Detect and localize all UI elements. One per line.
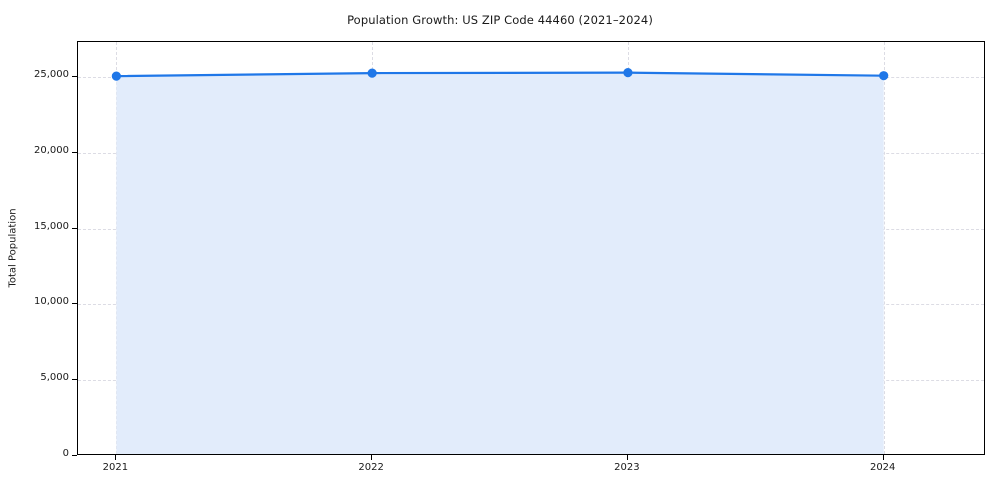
x-axis-tick-label: 2022 [358, 462, 384, 473]
data-point-marker [367, 68, 377, 78]
x-axis-tick-label: 2021 [102, 462, 129, 473]
gridline-vertical [883, 42, 885, 454]
x-axis-tick-mark [371, 455, 373, 460]
y-axis-tick-mark [72, 75, 77, 77]
y-axis-tick-mark [72, 227, 77, 229]
area-fill [116, 72, 884, 454]
y-axis-label: Total Population [7, 208, 19, 288]
data-point-marker [879, 71, 889, 81]
x-axis-tick-mark [882, 455, 884, 460]
data-point-markers [111, 68, 889, 81]
y-axis-tick-label: 20,000 [34, 144, 69, 156]
y-axis-tick-label: 10,000 [34, 296, 69, 308]
x-axis-tick-label: 2023 [614, 462, 640, 473]
y-axis-tick-label: 5,000 [40, 372, 69, 384]
chart-title: Population Growth: US ZIP Code 44460 (20… [347, 13, 653, 27]
y-axis-tick-label: 0 [62, 448, 69, 459]
y-axis-tick-label: 25,000 [34, 68, 69, 80]
y-axis-tick-mark [72, 303, 77, 305]
y-axis-tick-mark [72, 151, 77, 153]
line-path [115, 71, 885, 78]
y-axis-tick-mark [72, 455, 77, 456]
population-series [111, 68, 889, 454]
y-axis-tick-mark [72, 379, 77, 381]
x-axis-tick-mark [115, 455, 117, 460]
plot-area [77, 41, 985, 455]
data-point-marker [111, 71, 121, 81]
y-axis-tick-label: 15,000 [34, 220, 69, 232]
data-point-marker [623, 68, 633, 78]
x-axis-tick-mark [626, 455, 628, 460]
x-axis-tick-label: 2024 [869, 462, 896, 473]
